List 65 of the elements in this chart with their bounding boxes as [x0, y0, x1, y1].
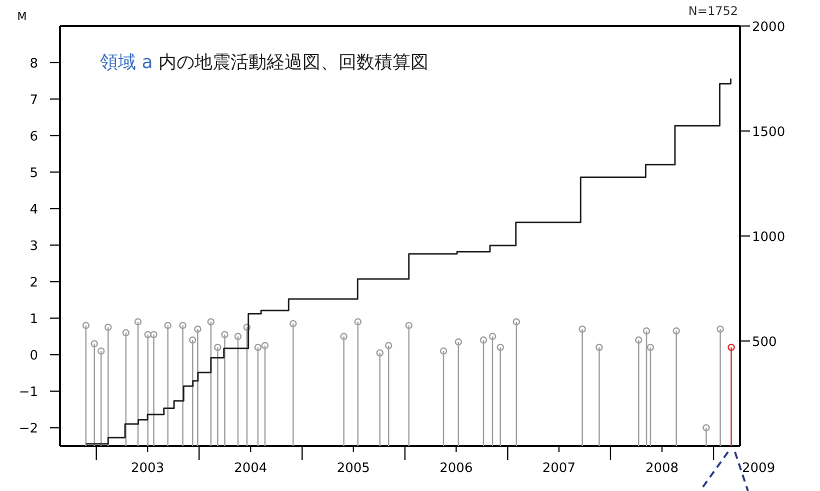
- y-axis-title: M: [17, 10, 27, 23]
- point: [634, 336, 642, 344]
- point: [512, 318, 520, 326]
- x-tick-label: 2005: [336, 461, 370, 476]
- text: 2009: [742, 461, 776, 476]
- y-tick-label: 3: [30, 239, 38, 254]
- point: [454, 338, 462, 346]
- point: [194, 325, 202, 333]
- text: N=1752: [688, 4, 738, 18]
- point: [214, 344, 222, 352]
- point: [289, 320, 297, 328]
- point: [376, 349, 384, 357]
- point: [646, 344, 654, 352]
- point: [384, 342, 392, 350]
- y-tick-label: −2: [18, 422, 38, 437]
- x-tick-label: 2008: [645, 461, 679, 476]
- point: [405, 322, 413, 330]
- y2-tick-label: 1500: [752, 125, 786, 140]
- y-tick-label: 0: [30, 348, 38, 364]
- point: [261, 342, 269, 350]
- point: [164, 322, 172, 330]
- x-tick-label: 2003: [131, 461, 164, 476]
- y2-tick-label: 2000: [752, 20, 786, 35]
- y2-tick-label: 1000: [752, 230, 786, 245]
- point: [578, 325, 586, 333]
- point: [82, 322, 90, 330]
- point: [104, 324, 112, 331]
- text: 領域 a 内の地震活動経過図、回数積算図: [100, 52, 428, 73]
- point: [340, 332, 348, 340]
- point: [728, 344, 735, 352]
- point: [97, 347, 105, 355]
- x-tick-label: 2004: [234, 461, 268, 476]
- point: [179, 322, 186, 330]
- y-tick-label: 7: [30, 93, 38, 108]
- y-tick-label: −1: [18, 385, 38, 400]
- point: [480, 336, 488, 344]
- point: [440, 347, 448, 355]
- y-tick-label: 1: [30, 312, 38, 328]
- point: [207, 318, 215, 326]
- y-tick-label: 6: [30, 130, 38, 145]
- y-tick-label: 5: [30, 166, 38, 182]
- point: [221, 330, 228, 338]
- point: [144, 330, 152, 338]
- point: [672, 327, 680, 335]
- point: [122, 329, 130, 336]
- point: [642, 327, 650, 335]
- point: [496, 344, 504, 352]
- y2-tick-label: 500: [752, 335, 777, 350]
- point: [716, 325, 724, 333]
- point: [702, 424, 710, 432]
- point: [150, 330, 158, 338]
- point: [243, 324, 251, 331]
- point: [354, 318, 362, 326]
- x-tick-label: 2006: [440, 461, 473, 476]
- point: [596, 344, 603, 352]
- point: [134, 318, 142, 326]
- y-tick-label: 4: [30, 202, 38, 218]
- point: [234, 332, 242, 340]
- point: [488, 332, 496, 340]
- y-tick-label: 8: [30, 56, 38, 72]
- point: [188, 336, 196, 344]
- y-tick-label: 2: [30, 276, 38, 291]
- point: [90, 340, 98, 348]
- point: [254, 344, 262, 352]
- x-tick-label: 2007: [542, 461, 576, 476]
